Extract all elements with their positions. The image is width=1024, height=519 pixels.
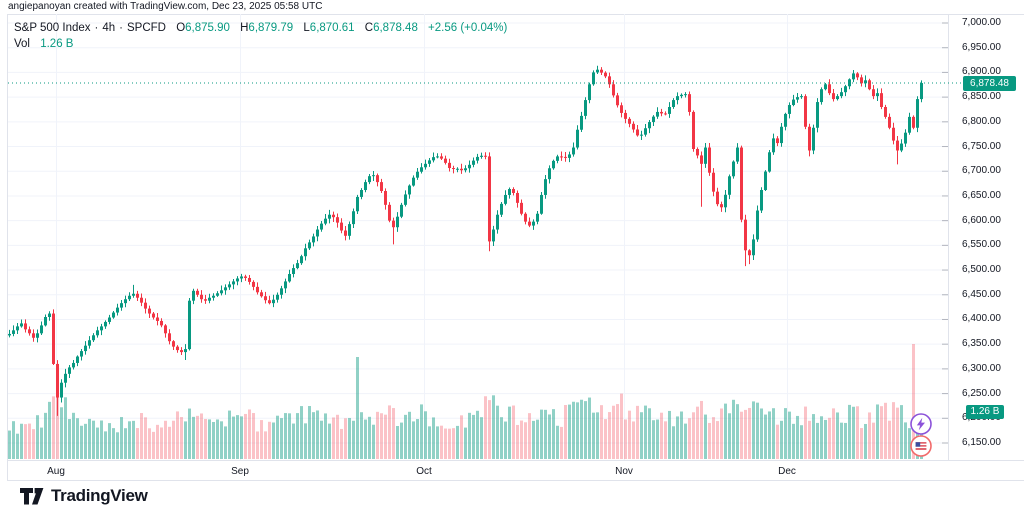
frame-bottom-border <box>7 480 1024 481</box>
time-tick-label: Dec <box>778 466 796 477</box>
price-tick-label: 6,950.00 <box>962 41 1001 53</box>
price-tick-label: 6,600.00 <box>962 214 1001 226</box>
price-tick-label: 6,750.00 <box>962 140 1001 152</box>
us-flag-icon[interactable] <box>910 435 932 457</box>
price-tick-label: 6,500.00 <box>962 264 1001 276</box>
tradingview-logo-text: TradingView <box>51 486 148 505</box>
interval-label[interactable]: 4h <box>102 22 116 34</box>
price-axis-border <box>948 14 949 460</box>
price-tick-label: 6,400.00 <box>962 313 1001 325</box>
time-axis-border <box>7 460 1024 461</box>
chart-legend: S&P 500 Index · 4h · SPCFD O6,875.90 H6,879.… <box>14 21 507 52</box>
price-tick-label: 6,250.00 <box>962 387 1001 399</box>
low-value: 6,870.61 <box>309 22 355 34</box>
high-letter: H <box>240 22 249 34</box>
legend-separator: · <box>94 22 99 34</box>
volume-label: Vol <box>14 38 30 50</box>
close-letter: C <box>364 22 374 34</box>
price-tick-label: 6,650.00 <box>962 189 1001 201</box>
price-tick-label: 7,000.00 <box>962 17 1001 28</box>
price-tick-label: 6,150.00 <box>962 437 1001 448</box>
tradingview-logo-mark <box>20 487 44 504</box>
price-tick-label: 6,550.00 <box>962 239 1001 251</box>
symbol-title[interactable]: S&P 500 Index <box>14 22 91 34</box>
price-tick-label: 6,700.00 <box>962 165 1001 177</box>
change-value: +2.56 (+0.04%) <box>428 22 508 34</box>
legend-separator: · <box>119 22 123 34</box>
time-tick-label: Sep <box>231 466 249 477</box>
price-tick-label: 6,300.00 <box>962 362 1001 374</box>
volume-badge: 1.26 B <box>966 405 1004 419</box>
lightning-icon[interactable] <box>910 413 932 435</box>
volume-value: 1.26 B <box>40 38 74 50</box>
time-tick-label: Nov <box>615 466 633 477</box>
open-group: O6,875.90 <box>176 22 230 34</box>
legend-volume-row: Vol 1.26 B <box>14 37 507 52</box>
price-tick-label: 6,900.00 <box>962 66 1001 78</box>
attribution-text: angiepanoyan created with TradingView.co… <box>8 1 323 12</box>
frame-left-border <box>7 14 8 480</box>
open-letter: O <box>176 22 186 34</box>
close-group: C6,878.48 <box>365 22 418 34</box>
close-value: 6,878.48 <box>373 22 418 34</box>
us-flag-glyph <box>915 442 927 450</box>
price-tick-label: 6,350.00 <box>962 338 1001 350</box>
high-value: 6,879.79 <box>248 22 294 34</box>
time-tick-label: Oct <box>416 466 432 477</box>
low-group: L6,870.61 <box>303 22 354 34</box>
tradingview-logo[interactable]: TradingView <box>20 486 148 506</box>
exchange-label: SPCFD <box>127 22 166 34</box>
price-tick-label: 6,850.00 <box>962 91 1001 103</box>
price-tick-label: 6,800.00 <box>962 115 1001 127</box>
frame-top-border <box>7 14 1024 15</box>
legend-ohlc-row: S&P 500 Index · 4h · SPCFD O6,875.90 H6,879.… <box>14 21 507 36</box>
time-tick-label: Aug <box>47 466 65 477</box>
last-price-badge: 6,878.48 <box>963 75 1016 91</box>
price-tick-label: 6,450.00 <box>962 288 1001 300</box>
open-value: 6,875.90 <box>185 22 230 34</box>
high-group: H6,879.79 <box>240 22 293 34</box>
low-letter: L <box>303 22 310 34</box>
